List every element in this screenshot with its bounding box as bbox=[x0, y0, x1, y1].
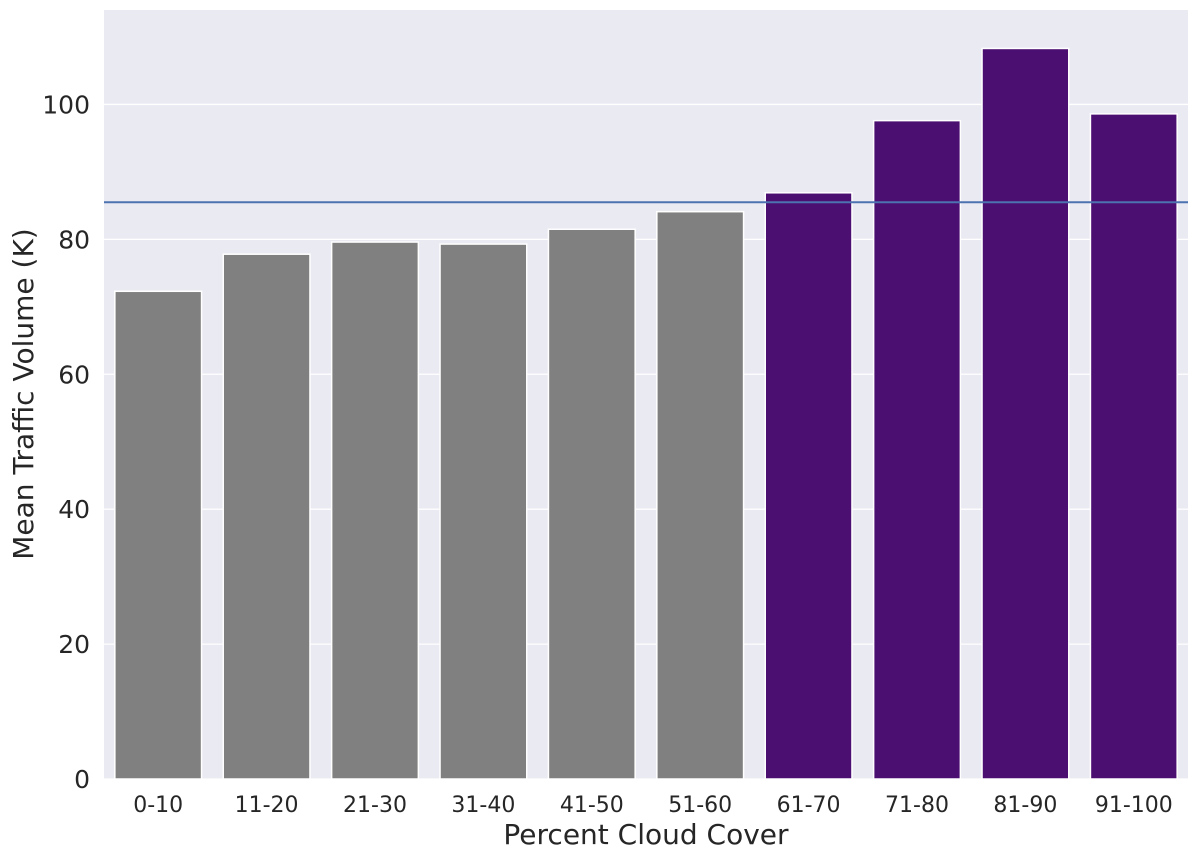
x-tick-label: 81-90 bbox=[993, 793, 1057, 818]
x-tick-label: 41-50 bbox=[560, 793, 624, 818]
x-axis-ticks: 0-10 11-20 21-30 31-40 41-50 51-60 61-70 71-80 8… bbox=[133, 793, 1173, 818]
x-tick-label: 51-60 bbox=[668, 793, 732, 818]
y-axis-label: Mean Traffic Volume (K) bbox=[7, 228, 40, 559]
x-tick-label: 11-20 bbox=[235, 793, 299, 818]
bar-21-30 bbox=[330, 241, 420, 780]
y-tick-label: 0 bbox=[74, 765, 90, 794]
bar-71-80 bbox=[872, 119, 962, 780]
x-tick-label: 31-40 bbox=[451, 793, 515, 818]
bar-0-10 bbox=[114, 290, 203, 780]
x-axis-label: Percent Cloud Cover bbox=[503, 818, 789, 851]
bar-91-100 bbox=[1089, 113, 1178, 780]
bars bbox=[114, 47, 1178, 780]
x-tick-label: 71-80 bbox=[885, 793, 949, 818]
bar-81-90 bbox=[981, 47, 1070, 780]
y-axis-ticks: 0 20 40 60 80 100 bbox=[42, 90, 90, 794]
y-tick-label: 100 bbox=[42, 90, 90, 119]
x-tick-label: 91-100 bbox=[1095, 793, 1173, 818]
bar-61-70 bbox=[764, 192, 853, 780]
x-tick-label: 0-10 bbox=[133, 793, 183, 818]
y-tick-label: 60 bbox=[58, 360, 90, 389]
bar-41-50 bbox=[547, 228, 636, 780]
y-tick-label: 80 bbox=[58, 225, 90, 254]
bar-31-40 bbox=[439, 243, 528, 780]
y-tick-label: 20 bbox=[58, 630, 90, 659]
x-tick-label: 61-70 bbox=[777, 793, 841, 818]
bar-11-20 bbox=[222, 253, 311, 780]
x-tick-label: 21-30 bbox=[343, 793, 407, 818]
bar-51-60 bbox=[656, 210, 745, 780]
y-tick-label: 40 bbox=[58, 495, 90, 524]
